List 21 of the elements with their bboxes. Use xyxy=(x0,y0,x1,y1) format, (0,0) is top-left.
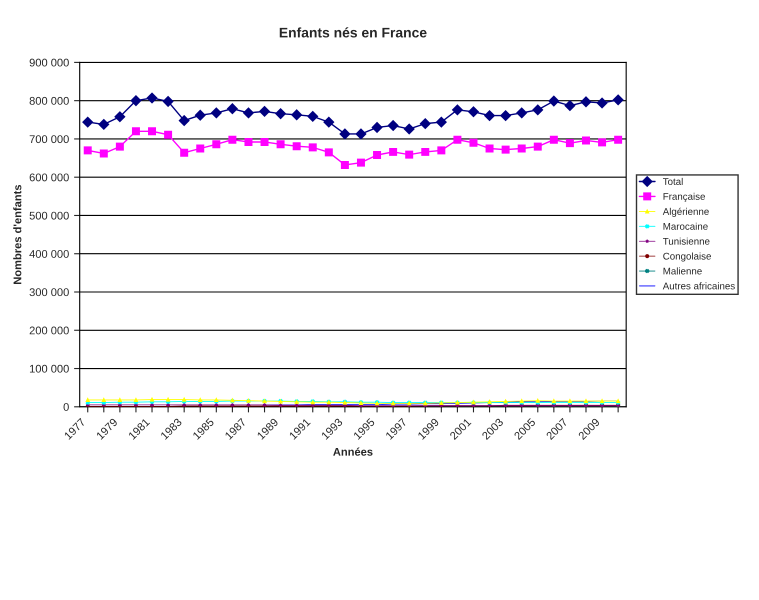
y-tick-label: 600 000 xyxy=(30,173,69,182)
chart-title: Enfants nés en France xyxy=(280,27,427,38)
legend-label: Tunisienne xyxy=(662,238,710,245)
legend-label: Autres africaines xyxy=(662,282,735,290)
legend-label: Marocaine xyxy=(664,222,708,230)
y-tick-label: 700 000 xyxy=(30,135,69,144)
x-axis-title: Années xyxy=(333,447,373,456)
y-tick-label: 100 000 xyxy=(30,364,69,373)
y-tick-label: 800 000 xyxy=(30,96,69,105)
y-tick-label: 400 000 xyxy=(29,250,69,258)
y-tick-label: 900 000 xyxy=(30,58,69,67)
legend-label: Total xyxy=(662,178,683,185)
y-tick-label: 500 000 xyxy=(30,212,69,220)
legend-label: Congolaise xyxy=(663,252,711,262)
y-tick-label: 200 000 xyxy=(30,326,69,334)
y-tick-label: 300 000 xyxy=(30,288,69,296)
legend-label: Algérienne xyxy=(662,208,709,217)
legend-label: Française xyxy=(664,192,706,202)
y-axis-title: Nombres d'enfants xyxy=(13,184,22,284)
y-tick-label: 0 xyxy=(64,403,69,411)
legend-label: Malienne xyxy=(664,267,702,275)
